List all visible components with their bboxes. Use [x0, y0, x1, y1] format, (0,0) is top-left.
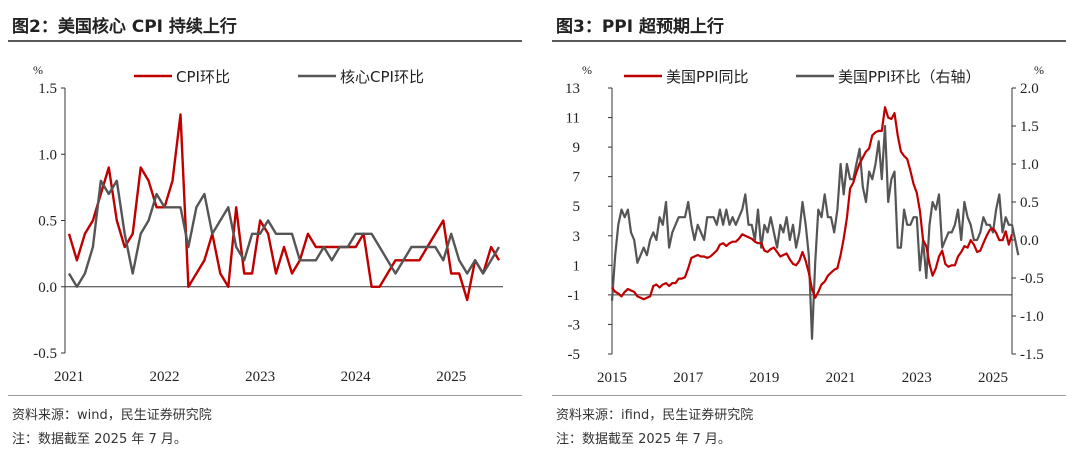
footer-divider — [552, 395, 1066, 396]
y-tick-label-left: 1 — [573, 258, 581, 274]
y-axis-unit-left: % — [582, 63, 592, 77]
x-tick-label: 2015 — [597, 370, 627, 386]
y-tick-label-left: -5 — [568, 347, 581, 363]
data-cutoff-note: 注：数据截至 2025 年 7 月。 — [12, 432, 187, 447]
y-tick-label-left: 13 — [565, 81, 580, 97]
y-tick-label-right: 0.0 — [1020, 233, 1039, 249]
x-tick-label: 2024 — [341, 369, 372, 385]
footer-divider — [8, 395, 522, 396]
y-tick-label: 1.0 — [38, 147, 57, 163]
y-tick-label-left: -1 — [568, 288, 581, 304]
x-tick-label: 2023 — [245, 369, 275, 385]
y-axis-unit-right: % — [1034, 63, 1044, 77]
title-divider — [552, 40, 1066, 42]
cpi-mom-line-chart: % 1.5 1.0 0.5 0.0 -0.5 2021 2022 2023 2024 2025 CPI… — [33, 63, 503, 385]
y-tick-label-right: 1.0 — [1020, 157, 1039, 173]
legend-label: 美国PPI同比 — [666, 68, 749, 86]
y-tick-label-left: -3 — [568, 317, 581, 333]
ppi-line-chart: % %131197531-1-3-52.01.51.00.50.0-0.5-1.0… — [565, 63, 1044, 386]
series-line-core-cpi-mom — [67, 179, 501, 289]
x-tick-label: 2025 — [436, 369, 466, 385]
source-note: 资料来源：ifind，民生证券研究院 — [556, 408, 754, 423]
figure-title: 图3：PPI 超预期上行 — [556, 17, 724, 37]
x-tick-label: 2021 — [826, 370, 856, 386]
y-tick-label: 1.5 — [38, 81, 57, 97]
x-tick-label: 2019 — [749, 370, 779, 386]
y-tick-label-left: 3 — [573, 229, 581, 245]
legend-label: 美国PPI环比（右轴） — [838, 68, 981, 86]
legend-label: CPI环比 — [176, 68, 230, 86]
series-line-ppi-yoy — [611, 106, 1014, 301]
series-line-ppi-mom — [610, 124, 1020, 340]
x-tick-label: 2017 — [673, 370, 704, 386]
y-tick-label: 0.0 — [38, 280, 57, 296]
y-tick-label-left: 7 — [573, 170, 581, 186]
y-tick-label-right: 1.5 — [1020, 119, 1039, 135]
y-tick-label-right: 0.5 — [1020, 195, 1039, 211]
y-tick-label-left: 9 — [573, 140, 581, 156]
y-tick-label-right: -0.5 — [1020, 271, 1044, 287]
source-note: 资料来源：wind，民生证券研究院 — [12, 408, 212, 423]
y-tick-label-left: 11 — [566, 111, 580, 127]
legend-label: 核心CPI环比 — [340, 68, 424, 86]
data-cutoff-note: 注：数据截至 2025 年 7 月。 — [556, 432, 731, 447]
y-tick-label-right: -1.5 — [1020, 347, 1044, 363]
y-axis-unit: % — [33, 63, 43, 77]
x-tick-label: 2023 — [902, 370, 932, 386]
figure-title: 图2：美国核心 CPI 持续上行 — [12, 17, 237, 37]
x-tick-label: 2022 — [150, 369, 180, 385]
panel-core-cpi: 图2：美国核心 CPI 持续上行 % 1.5 1.0 0.5 0.0 -0.5 2021 20… — [8, 0, 528, 456]
y-tick-label: -0.5 — [33, 346, 57, 362]
title-divider — [8, 40, 522, 42]
y-tick-label-left: 5 — [573, 199, 581, 215]
x-tick-label: 2021 — [54, 369, 84, 385]
y-tick-label-right: -1.0 — [1020, 309, 1044, 325]
y-tick-label-right: 2.0 — [1020, 81, 1039, 97]
y-tick-label: 0.5 — [38, 214, 57, 230]
x-tick-label: 2025 — [978, 370, 1008, 386]
panel-ppi: 图3：PPI 超预期上行 %% 13 11 9 7 5 3 1 -1 -3 -5 2.0 1.5 1.0 0… — [552, 0, 1072, 456]
